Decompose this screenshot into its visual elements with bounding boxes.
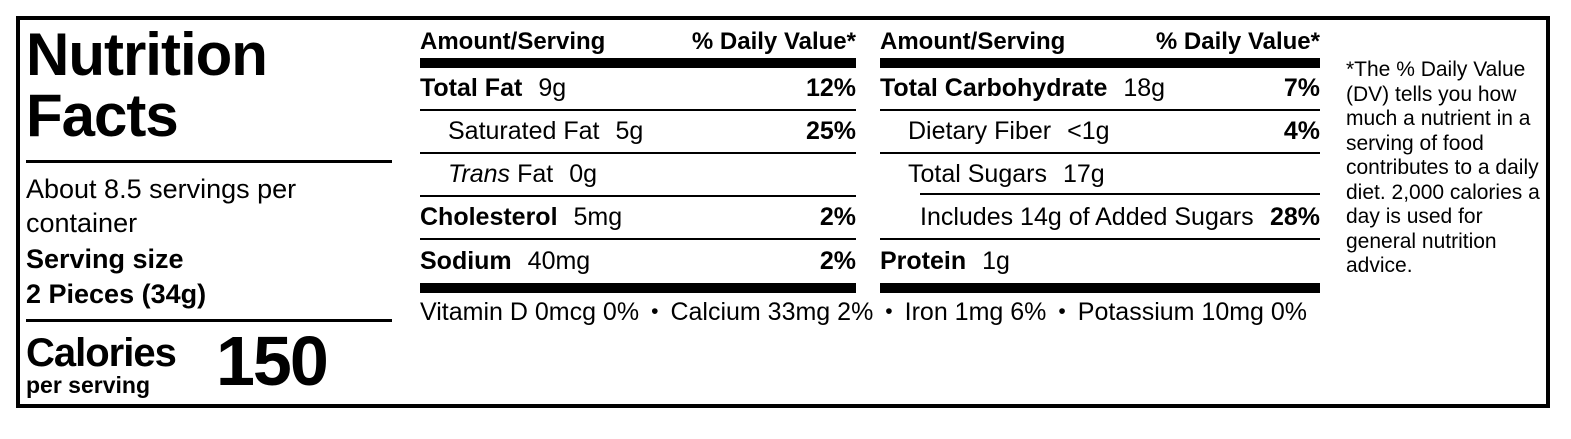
serving-size-label: Serving size <box>26 244 184 274</box>
nutrient-name: Protein <box>880 247 967 275</box>
row-total-carbohydrate: Total Carbohydrate 18g 7% <box>880 68 1320 111</box>
nutrient-amount: 17g <box>1062 160 1105 188</box>
nutrient-amount: 0g <box>569 160 597 188</box>
calories-value: 150 <box>216 322 329 400</box>
micronutrient-item: Calcium 33mg 2% <box>670 298 874 326</box>
column-header: Amount/Serving % Daily Value* <box>420 28 856 58</box>
nutrient-name: Saturated Fat <box>448 117 600 145</box>
nutrient-name-italic: Trans <box>448 160 511 188</box>
calories-sublabel: per serving <box>26 372 150 398</box>
nutrient-amount: 40mg <box>527 247 591 275</box>
micronutrients-line: Vitamin D 0mcg 0% • Calcium 33mg 2% • Iron 1… <box>420 298 1330 327</box>
nutrient-amount: 9g <box>538 74 567 102</box>
nutrient-name: Total Fat <box>420 74 523 102</box>
nutrient-amount: 1g <box>982 247 1010 275</box>
nutrient-amount: <1g <box>1067 117 1110 145</box>
nutrient-dv: 25% <box>805 117 856 145</box>
nutrient-name: Fat <box>517 160 554 188</box>
nutrient-dv: 4% <box>1283 117 1320 145</box>
daily-value-header: % Daily Value* <box>1155 28 1320 55</box>
calories-label: Calories <box>26 331 177 375</box>
nutrient-name: Total Sugars <box>908 160 1047 188</box>
separator-bar <box>420 283 856 293</box>
separator-bar <box>880 58 1320 68</box>
divider <box>26 319 392 322</box>
row-added-sugars: Includes 14g of Added Sugars 28% <box>880 197 1320 240</box>
nutrient-dv: 28% <box>1269 203 1320 231</box>
nutrient-dv: 2% <box>819 247 856 275</box>
nutrient-dv: 12% <box>805 74 856 102</box>
column-header: Amount/Serving % Daily Value* <box>880 28 1320 58</box>
separator-bar <box>880 283 1320 293</box>
servings-per-container: About 8.5 servings per container <box>26 174 297 238</box>
nutrient-name: Cholesterol <box>420 203 558 231</box>
row-cholesterol: Cholesterol 5mg 2% <box>420 197 856 240</box>
micronutrient-item: Vitamin D 0mcg 0% <box>420 298 640 326</box>
divider <box>26 160 392 163</box>
nutrient-column-1: Amount/Serving % Daily Value* Total Fat … <box>420 28 856 293</box>
daily-value-footnote: *The % Daily Value (DV) tells you how mu… <box>1346 58 1540 277</box>
nutrient-amount: 5mg <box>573 203 623 231</box>
row-total-sugars: Total Sugars 17g <box>880 154 1320 197</box>
nutrient-amount: 18g <box>1123 74 1166 102</box>
nutrient-amount: 5g <box>615 117 644 145</box>
row-dietary-fiber: Dietary Fiber <1g 4% <box>880 111 1320 154</box>
row-protein: Protein 1g <box>880 240 1320 283</box>
nutrient-dv: 7% <box>1283 74 1320 102</box>
separator-bar <box>420 58 856 68</box>
nutrient-name: Includes 14g of Added Sugars <box>920 203 1254 231</box>
micronutrient-item: Iron 1mg 6% <box>904 298 1047 326</box>
nutrition-label-panel: Nutrition Facts About 8.5 servings per c… <box>16 16 1550 408</box>
daily-value-header: % Daily Value* <box>691 28 856 55</box>
bullet-separator: • <box>885 300 893 323</box>
nutrient-column-2: Amount/Serving % Daily Value* Total Carb… <box>880 28 1320 293</box>
row-saturated-fat: Saturated Fat 5g 25% <box>420 111 856 154</box>
amount-serving-header: Amount/Serving <box>420 28 606 55</box>
label-title: Nutrition Facts <box>26 21 268 149</box>
nutrient-name: Sodium <box>420 247 512 275</box>
serving-size-value: 2 Pieces (34g) <box>26 279 207 309</box>
row-sodium: Sodium 40mg 2% <box>420 240 856 283</box>
micronutrient-item: Potassium 10mg 0% <box>1077 298 1308 326</box>
nutrient-name: Total Carbohydrate <box>880 74 1108 102</box>
bullet-separator: • <box>1058 300 1066 323</box>
row-total-fat: Total Fat 9g 12% <box>420 68 856 111</box>
nutrient-dv: 2% <box>819 203 856 231</box>
row-trans-fat: Trans Fat 0g <box>420 154 856 197</box>
bullet-separator: • <box>651 300 659 323</box>
amount-serving-header: Amount/Serving <box>880 28 1066 55</box>
nutrient-name: Dietary Fiber <box>908 117 1052 145</box>
